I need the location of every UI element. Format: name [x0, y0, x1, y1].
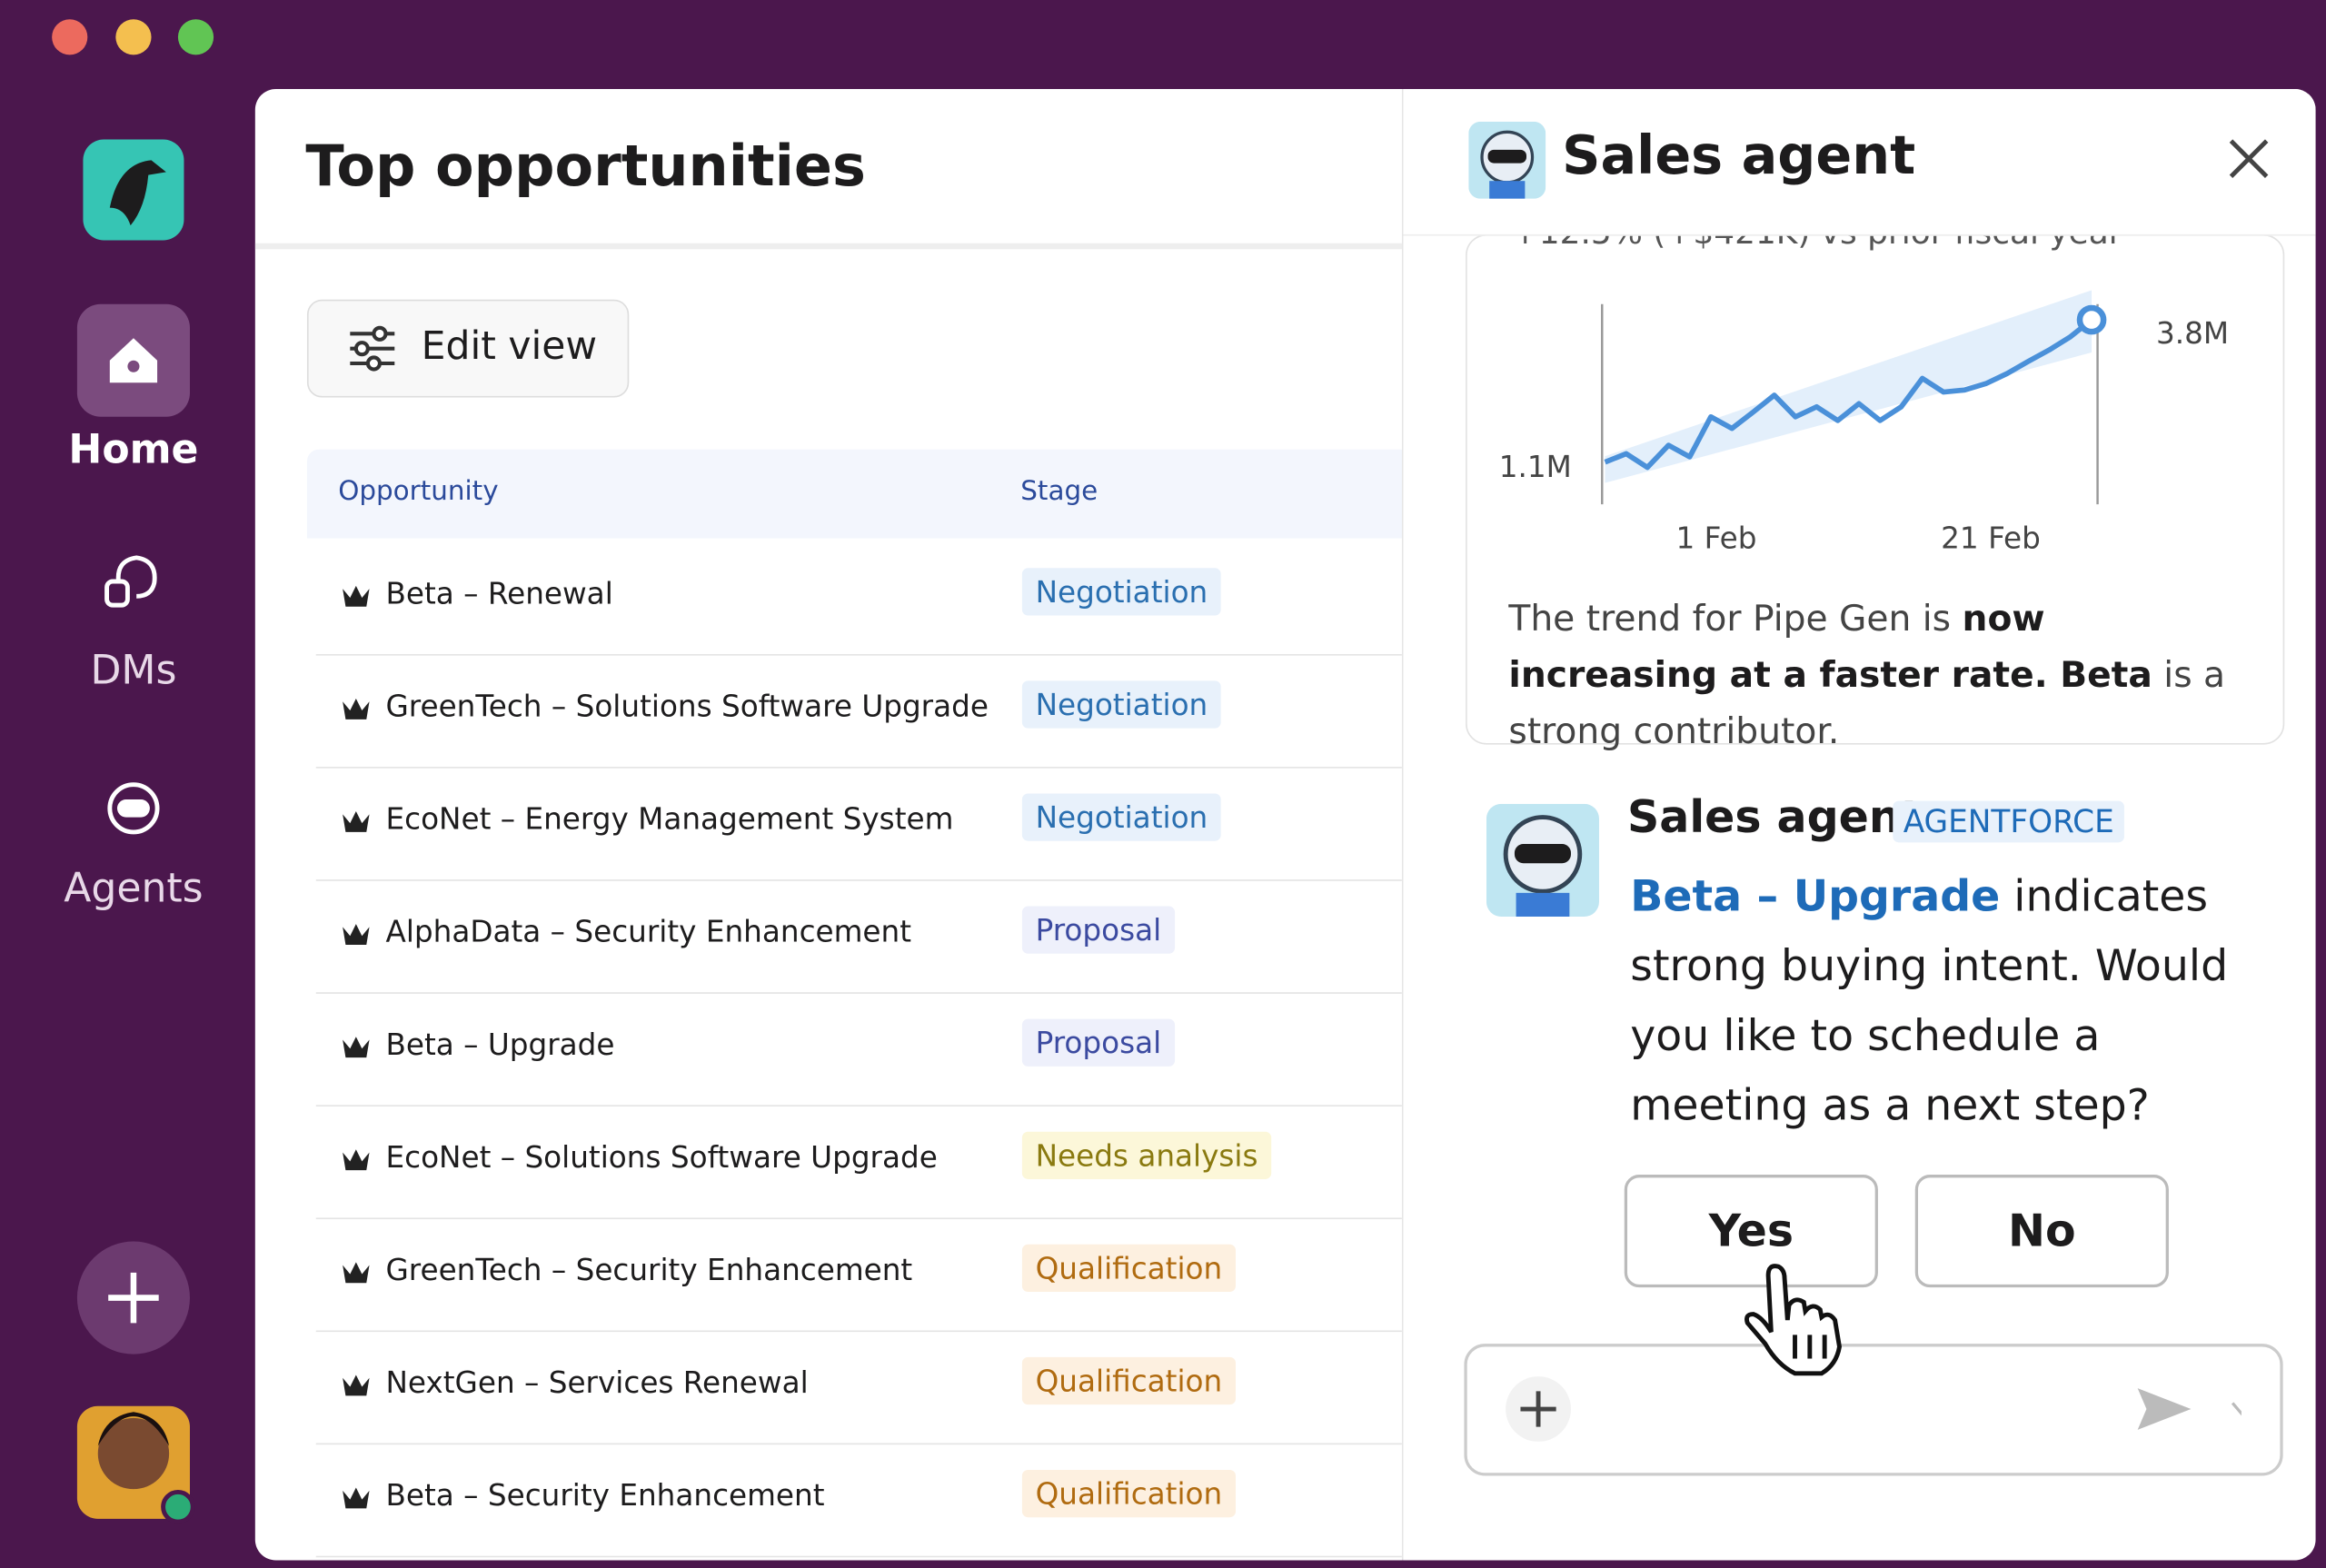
edit-view-button[interactable]: Edit view	[306, 299, 630, 398]
stage-badge: Qualification	[1021, 1356, 1236, 1405]
table-header: Opportunity Stage	[306, 449, 1406, 539]
message-input[interactable]	[1464, 1344, 2283, 1476]
card-text: The trend for Pipe Gen is now increasing…	[1508, 590, 2250, 759]
table-row[interactable]: Beta – Renewal Negotiation	[315, 541, 1402, 656]
message-text: Beta – Upgrade indicates strong buying i…	[1630, 862, 2282, 1141]
crown-shape	[343, 585, 370, 607]
table-row[interactable]: Beta – Security Enhancement Qualification	[315, 1444, 1402, 1558]
message-avatar	[1486, 803, 1599, 917]
crown-icon	[343, 811, 370, 832]
opportunity-name: NextGen – Services Renewal	[385, 1365, 809, 1401]
crown-icon	[343, 1374, 370, 1396]
input-icons	[1506, 1376, 2242, 1442]
table-row[interactable]: EcoNet – Solutions Software Upgrade Needs…	[315, 1105, 1402, 1220]
nav-dms[interactable]: DMs	[90, 648, 177, 695]
text: The trend for Pipe Gen is	[1508, 597, 1963, 640]
message-sender: Sales agent	[1627, 791, 1923, 844]
text: is a strong contributor.	[1508, 653, 2226, 752]
sidebar-icons	[52, 19, 214, 1524]
crown-shape	[343, 1262, 370, 1284]
crown-icon	[343, 698, 370, 719]
opportunity-name: GreenTech – Solutions Software Upgrade	[385, 688, 989, 724]
crown-icon	[343, 1149, 370, 1171]
crown-icon	[343, 1487, 370, 1509]
crown-icon	[343, 1037, 370, 1058]
table-row[interactable]: GreenTech – Security Enhancement Qualific…	[315, 1217, 1402, 1333]
crown-shape	[343, 1149, 370, 1171]
column-header: Stage	[1020, 476, 1098, 508]
crown-icon	[343, 1262, 370, 1284]
crown-shape	[343, 1487, 370, 1509]
opportunity-name: Beta – Security Enhancement	[385, 1477, 825, 1513]
stage-badge: Proposal	[1021, 906, 1175, 954]
nav-agents[interactable]: Agents	[64, 866, 204, 913]
column-header: Opportunity	[338, 476, 499, 508]
crown-shape	[343, 924, 370, 945]
crown-icon	[343, 924, 370, 945]
agentforce-badge: AGENTFORCE	[1893, 800, 2125, 843]
stage-badge: Qualification	[1021, 1244, 1236, 1293]
agent-avatar	[1468, 121, 1546, 199]
opportunity-name: Beta – Renewal	[385, 575, 613, 611]
no-button[interactable]: No	[1914, 1175, 2169, 1288]
stage-badge: Negotiation	[1021, 680, 1221, 729]
filter-icon	[350, 325, 395, 372]
close-button[interactable]	[2228, 138, 2270, 180]
stage-badge: Needs analysis	[1021, 1131, 1272, 1179]
edit-view-label: Edit view	[421, 324, 598, 370]
table-row[interactable]: NextGen – Services Renewal Qualification	[315, 1330, 1402, 1445]
opportunity-name: AlphaData – Security Enhancement	[385, 913, 912, 949]
crown-shape	[343, 811, 370, 832]
opportunity-name: EcoNet – Solutions Software Upgrade	[385, 1138, 938, 1176]
nav-home[interactable]: Home	[68, 427, 199, 473]
stage-badge: Negotiation	[1021, 793, 1221, 841]
agent-title: Sales agent	[1562, 125, 1916, 187]
yes-button[interactable]: Yes	[1624, 1175, 1878, 1288]
agent-header: Sales agent	[1403, 88, 2316, 236]
table-row[interactable]: Beta – Upgrade Proposal	[315, 992, 1402, 1107]
record-link[interactable]: Beta – Upgrade	[1630, 870, 2001, 921]
message-body: indicates strong buying intent. Would yo…	[1630, 870, 2229, 1131]
clipped-text: +12.5% (+$421K) vs prior fiscal year	[1512, 236, 2122, 253]
stage-badge: Qualification	[1021, 1469, 1236, 1518]
hand-cursor	[1744, 1264, 1842, 1376]
stage-badge: Negotiation	[1021, 568, 1221, 616]
crown-shape	[343, 1374, 370, 1396]
crown-shape	[343, 698, 370, 719]
stage-badge: Proposal	[1021, 1018, 1175, 1067]
divider	[254, 243, 1404, 250]
crown-icon	[343, 585, 370, 607]
page-title: Top opportunities	[305, 133, 866, 199]
opportunity-name: EcoNet – Energy Management System	[385, 800, 954, 837]
table-row[interactable]: EcoNet – Energy Management System Negotia…	[315, 767, 1402, 881]
table-row[interactable]: GreenTech – Solutions Software Upgrade Ne…	[315, 654, 1402, 769]
table-row[interactable]: AlphaData – Security Enhancement Proposal	[315, 879, 1402, 994]
opportunity-name: Beta – Upgrade	[385, 1026, 615, 1062]
opportunity-name: GreenTech – Security Enhancement	[385, 1251, 913, 1288]
crown-shape	[343, 1037, 370, 1058]
text-bold: now increasing at a faster rate. Beta	[1508, 597, 2152, 696]
